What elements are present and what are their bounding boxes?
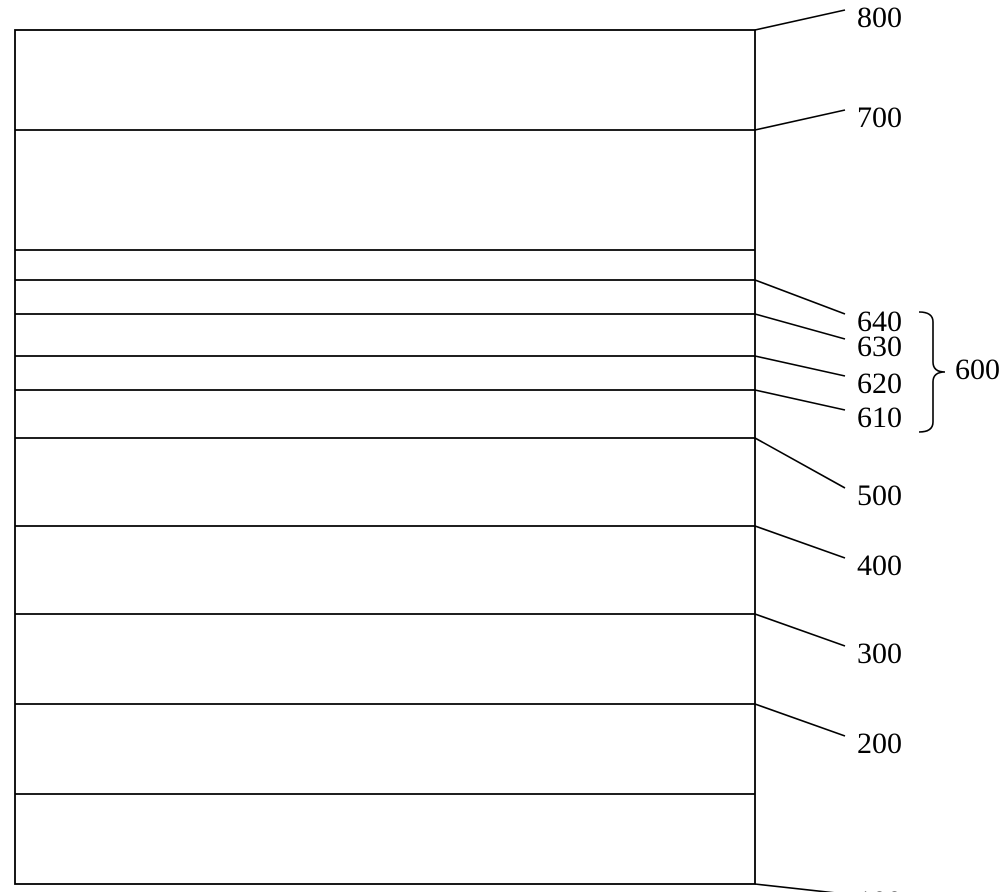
leader-line [755, 704, 845, 736]
label-400: 400 [857, 549, 902, 582]
leader-line [755, 884, 845, 892]
leader-line [755, 314, 845, 339]
leader-line [755, 438, 845, 488]
leader-line [755, 390, 845, 410]
leader-line [755, 110, 845, 130]
group-label-600: 600 [955, 353, 1000, 386]
leader-line [755, 356, 845, 376]
label-200: 200 [857, 727, 902, 760]
label-500: 500 [857, 479, 902, 512]
layer-stack-diagram: 800700640630620610500400300200100600 [0, 0, 1000, 892]
leader-line [755, 526, 845, 558]
group-brace-600 [919, 312, 945, 432]
label-620: 620 [857, 367, 902, 400]
stack-outline [15, 30, 755, 884]
leader-line [755, 614, 845, 646]
leader-line [755, 10, 845, 30]
label-610: 610 [857, 401, 902, 434]
label-630: 630 [857, 330, 902, 363]
leader-line [755, 280, 845, 314]
label-100: 100 [857, 885, 902, 892]
label-300: 300 [857, 637, 902, 670]
label-700: 700 [857, 101, 902, 134]
label-800: 800 [857, 1, 902, 34]
